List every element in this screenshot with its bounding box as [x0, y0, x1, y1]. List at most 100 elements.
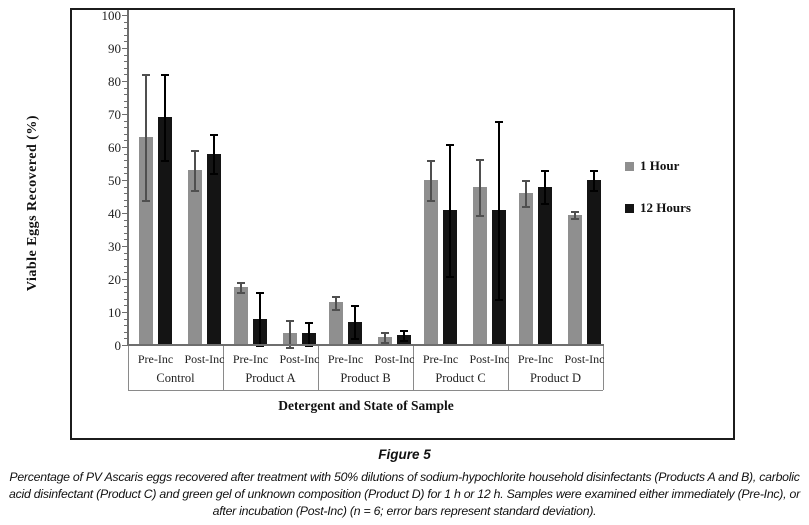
y-tick-label: 50: [108, 173, 121, 188]
bar-12-hours: [587, 180, 601, 345]
y-minor-tick: [124, 54, 128, 56]
y-major-tick: [122, 48, 128, 49]
y-minor-tick: [124, 186, 128, 188]
y-minor-tick: [124, 292, 128, 294]
y-minor-tick: [124, 133, 128, 135]
y-minor-tick: [124, 107, 128, 109]
legend-label: 1 Hour: [640, 158, 680, 173]
legend-swatch-gray: [625, 161, 634, 171]
error-bar-cap-bottom: [541, 203, 549, 206]
y-minor-tick: [124, 41, 128, 43]
state-label: Pre-Inc: [327, 352, 364, 366]
y-minor-tick: [124, 252, 128, 254]
error-bar: [574, 211, 576, 218]
y-minor-tick: [124, 285, 128, 287]
y-minor-tick: [124, 298, 128, 300]
y-minor-tick: [124, 67, 128, 69]
y-major-tick: [122, 345, 128, 346]
bar-12-hours: [397, 335, 411, 345]
y-axis-line: [127, 10, 129, 346]
state-label: Pre-Inc: [517, 352, 554, 366]
y-minor-tick: [124, 166, 128, 168]
y-major-tick: [122, 81, 128, 82]
error-bar-cap-top: [381, 331, 389, 334]
bar-1-hour: [329, 302, 343, 345]
error-bar: [335, 295, 337, 309]
error-bar: [308, 321, 310, 345]
error-bar-cap-bottom: [305, 345, 313, 347]
error-bar-cap-bottom: [142, 199, 150, 202]
y-minor-tick: [124, 94, 128, 96]
y-major-tick: [122, 15, 128, 16]
error-bar-cap-top: [476, 158, 484, 161]
y-minor-tick: [124, 265, 128, 267]
error-bar-cap-bottom: [256, 345, 264, 347]
error-bar-cap-top: [142, 74, 150, 77]
error-bar-cap-bottom: [476, 214, 484, 217]
error-bar-cap-bottom: [351, 338, 359, 341]
error-bar-cap-top: [286, 320, 294, 323]
y-minor-tick: [124, 100, 128, 102]
group-separator: [413, 345, 414, 390]
error-bar: [384, 331, 386, 342]
y-minor-tick: [124, 318, 128, 320]
y-major-tick: [122, 147, 128, 148]
error-bar-cap-bottom: [400, 340, 408, 343]
y-major-tick: [122, 114, 128, 115]
y-major-tick: [122, 312, 128, 313]
error-bar-cap-top: [305, 321, 313, 324]
y-minor-tick: [124, 325, 128, 327]
state-label: Pre-Inc: [232, 352, 269, 366]
y-minor-tick: [124, 160, 128, 162]
y-minor-tick: [124, 61, 128, 63]
group-label: Control: [156, 371, 195, 385]
error-bar: [525, 180, 527, 207]
y-tick-label: 70: [108, 107, 121, 122]
error-bar: [164, 74, 166, 161]
y-tick-label: 30: [108, 239, 121, 254]
error-bar-cap-bottom: [161, 160, 169, 163]
error-bar-cap-top: [541, 170, 549, 173]
y-minor-tick: [124, 305, 128, 307]
bar-1-hour: [519, 193, 533, 345]
legend-item-12-hours: 12 Hours: [625, 200, 691, 216]
y-minor-tick: [124, 232, 128, 234]
y-minor-tick: [124, 226, 128, 228]
error-bar: [240, 282, 242, 293]
error-bar-cap-top: [400, 330, 408, 333]
error-bar-cap-top: [427, 160, 435, 163]
y-major-tick: [122, 279, 128, 280]
state-label: Post-Inc: [564, 352, 605, 366]
error-bar-cap-top: [191, 150, 199, 153]
error-bar: [430, 160, 432, 200]
bar-1-hour: [139, 137, 153, 345]
error-bar-cap-bottom: [446, 275, 454, 278]
error-bar-cap-bottom: [237, 292, 245, 295]
y-major-tick: [122, 246, 128, 247]
state-label: Post-Inc: [279, 352, 320, 366]
error-bar-cap-top: [351, 305, 359, 308]
error-bar-cap-bottom: [495, 298, 503, 301]
y-minor-tick: [124, 153, 128, 155]
state-label: Post-Inc: [469, 352, 510, 366]
y-tick-label: 0: [114, 338, 122, 353]
error-bar-cap-top: [495, 120, 503, 123]
bar-1-hour: [473, 186, 487, 345]
y-tick-label: 20: [108, 272, 121, 287]
caption-line-1: Percentage of PV Ascaris eggs recovered …: [9, 470, 800, 484]
y-minor-tick: [124, 21, 128, 23]
group-separator: [128, 345, 129, 390]
error-bar-cap-top: [571, 211, 579, 214]
y-minor-tick: [124, 193, 128, 195]
error-bar: [213, 133, 215, 174]
bar-1-hour: [234, 287, 248, 345]
y-tick-label: 80: [108, 74, 121, 89]
x-axis-line: [127, 344, 604, 346]
error-bar-cap-bottom: [571, 217, 579, 220]
y-minor-tick: [124, 127, 128, 129]
error-bar-cap-bottom: [522, 206, 530, 209]
error-bar: [498, 120, 500, 299]
group-label: Product C: [435, 371, 486, 385]
